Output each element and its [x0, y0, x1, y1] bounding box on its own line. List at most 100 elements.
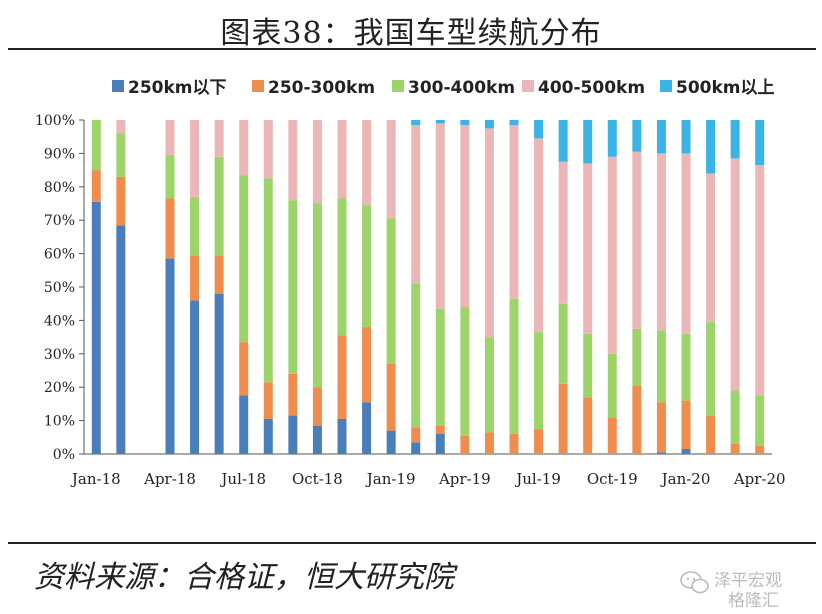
bar-segment-0-4	[190, 300, 200, 454]
bar-segment-3-5	[214, 120, 224, 157]
bar-segment-3-25	[706, 173, 716, 323]
bar-segment-1-10	[337, 335, 347, 419]
bar-segment-3-15	[460, 125, 470, 308]
y-tick-label: 0%	[53, 447, 75, 463]
bar-segment-0-7	[263, 418, 273, 454]
bar-segment-2-26	[730, 390, 740, 444]
bar-segment-3-13	[411, 125, 421, 284]
bar-segment-3-10	[337, 120, 347, 199]
bar-segment-3-9	[312, 120, 322, 204]
legend-swatch-0	[112, 80, 124, 92]
bar-segment-3-6	[239, 120, 249, 176]
bar-segment-1-6	[239, 342, 249, 396]
bar-segment-4-19	[558, 120, 568, 162]
bar-segment-3-1	[116, 120, 126, 134]
bar-segment-3-23	[656, 153, 666, 331]
watermark-line2: 格隆汇	[728, 591, 779, 611]
bar-segment-2-3	[165, 155, 175, 199]
bar-segment-4-16	[484, 120, 494, 129]
bar-segment-3-27	[755, 165, 765, 396]
bar-segment-2-17	[509, 298, 519, 434]
y-tick-label: 10%	[44, 414, 75, 430]
bar-segment-2-25	[706, 322, 716, 416]
bar-segment-0-5	[214, 293, 224, 454]
y-tick-label: 20%	[44, 380, 75, 396]
x-tick-label: Apr-19	[438, 470, 491, 488]
bar-segment-0-1	[116, 225, 126, 454]
bar-segment-2-5	[214, 156, 224, 256]
bar-segment-1-24	[681, 400, 691, 449]
stacked-bar-chart: 0% 10% 20% 30% 40% 50% 60% 70% 80% 90% 100% Jan-18 A…	[35, 78, 786, 488]
bar-segment-2-19	[558, 303, 568, 384]
bar-segment-0-12	[386, 430, 396, 454]
bar-segment-4-24	[681, 120, 691, 154]
bar-segment-3-4	[190, 120, 200, 197]
bar-segment-3-11	[362, 120, 372, 206]
bar-segment-4-27	[755, 120, 765, 166]
bar-segment-4-22	[632, 120, 642, 152]
bar-segment-3-14	[435, 123, 445, 309]
y-tick-label: 80%	[44, 180, 75, 196]
bar-segment-1-17	[509, 433, 519, 454]
bar-segment-1-3	[165, 198, 175, 259]
bar-segment-2-13	[411, 283, 421, 428]
bar-segment-3-22	[632, 151, 642, 329]
y-tick-label: 60%	[44, 247, 75, 263]
bar-segment-0-11	[362, 402, 372, 454]
bar-segment-3-18	[534, 138, 544, 333]
bar-segment-1-1	[116, 176, 126, 226]
bar-segment-4-13	[411, 120, 421, 126]
bar-segment-2-14	[435, 308, 445, 426]
wechat-icon	[680, 571, 709, 594]
bar-segment-2-18	[534, 332, 544, 429]
bar-segment-1-9	[312, 387, 322, 426]
bar-segment-2-0	[91, 120, 101, 171]
bar-segment-1-4	[190, 255, 200, 301]
bar-segment-1-19	[558, 383, 568, 454]
bar-segment-2-24	[681, 333, 691, 401]
bar-segment-3-12	[386, 120, 396, 219]
legend-swatch-4	[660, 80, 672, 92]
bar-segment-1-0	[91, 170, 101, 202]
bar-segment-1-7	[263, 382, 273, 419]
bar-segment-4-18	[534, 120, 544, 139]
x-tick-label: Oct-19	[587, 470, 638, 488]
chart-title: 图表38：我国车型续航分布	[220, 16, 602, 51]
x-tick-label: Jul-19	[514, 470, 561, 488]
bar-segment-0-6	[239, 395, 249, 454]
watermark: 泽平宏观 格隆汇	[672, 564, 812, 611]
bar-segment-2-6	[239, 175, 249, 343]
y-tick-label: 90%	[44, 146, 75, 162]
bar-segment-2-12	[386, 218, 396, 364]
x-tick-label: Jan-18	[70, 470, 121, 488]
bar-segment-1-22	[632, 385, 642, 454]
bar-segment-0-10	[337, 418, 347, 454]
bar-segment-1-13	[411, 427, 421, 443]
legend-label-0: 250km以下	[128, 78, 227, 98]
y-tick-label: 40%	[44, 313, 75, 329]
bar-segment-0-3	[165, 258, 175, 454]
x-tick-label: Jan-20	[660, 470, 711, 488]
bar-segment-0-0	[91, 201, 101, 454]
bar-segment-2-20	[583, 333, 593, 398]
title-rule	[8, 48, 816, 50]
bar-segment-1-26	[730, 443, 740, 454]
bar-segment-1-16	[484, 432, 494, 454]
bar-segment-1-20	[583, 397, 593, 454]
y-tick-label: 100%	[35, 113, 75, 129]
bar-segment-0-23	[656, 452, 666, 454]
bar-segment-3-7	[263, 120, 273, 179]
legend-swatch-3	[522, 80, 534, 92]
bar-segment-2-16	[484, 337, 494, 433]
bar-segment-2-22	[632, 328, 642, 386]
bar-segment-0-9	[312, 425, 322, 454]
y-tick-label: 50%	[44, 280, 75, 296]
bar-segment-0-13	[411, 442, 421, 454]
bar-segment-4-21	[607, 120, 617, 157]
bar-segment-2-9	[312, 203, 322, 388]
bar-segment-1-27	[755, 445, 765, 454]
legend-swatch-1	[252, 80, 264, 92]
bar-segment-0-14	[435, 433, 445, 454]
bar-segment-2-8	[288, 200, 298, 374]
x-tick-label: Oct-18	[292, 470, 343, 488]
